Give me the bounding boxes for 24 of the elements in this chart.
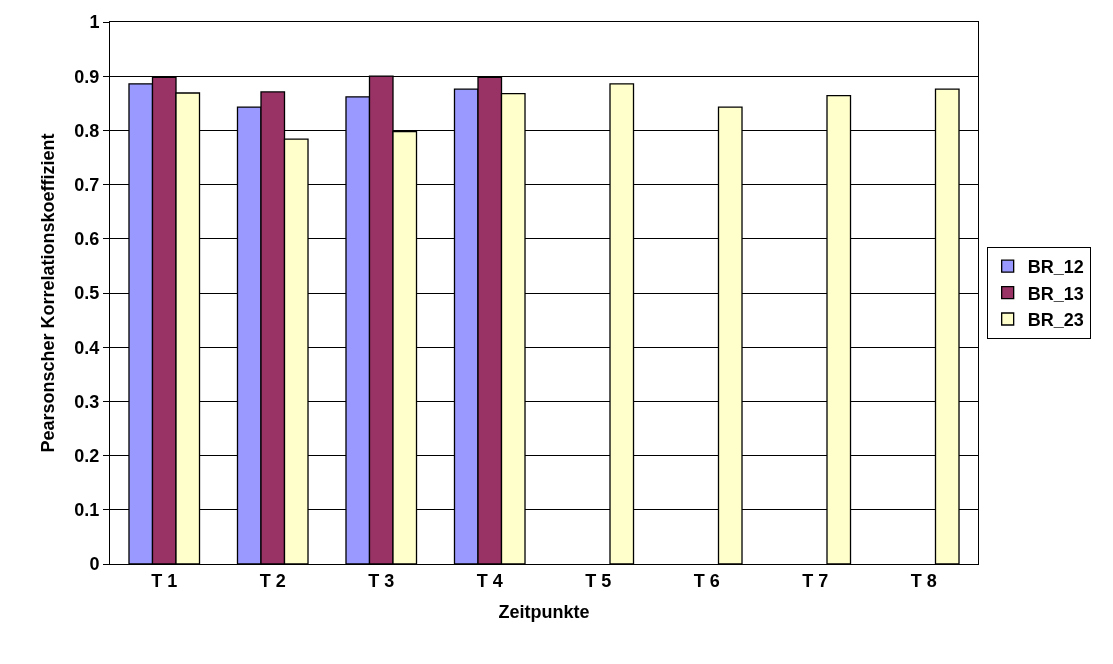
y-tick-label: 0.7 — [74, 174, 100, 195]
y-tick-label: 0.6 — [74, 229, 100, 250]
x-tick-label: T 6 — [693, 570, 720, 591]
x-tick-label: T 3 — [368, 570, 395, 591]
x-tick-label: T 1 — [151, 570, 178, 591]
legend-label: BR_12 — [1027, 257, 1084, 278]
y-tick-label: 0.1 — [74, 500, 100, 521]
x-tick-label: T 7 — [802, 570, 829, 591]
y-tick-label: 1 — [89, 12, 100, 33]
x-tick-label: T 5 — [585, 570, 612, 591]
x-tick-label: T 2 — [259, 570, 286, 591]
y-tick-label: 0.3 — [74, 391, 100, 412]
legend-label: BR_13 — [1027, 283, 1084, 304]
x-tick-label: T 4 — [476, 570, 503, 591]
y-tick-label: 0.2 — [74, 445, 100, 466]
y-tick-label: 0.4 — [74, 337, 100, 358]
legend-label: BR_23 — [1027, 310, 1084, 331]
y-tick-label: 0.8 — [74, 120, 100, 141]
y-tick-label: 0.5 — [74, 283, 100, 304]
y-tick-label: 0 — [89, 554, 100, 575]
x-axis-title: Zeitpunkte — [498, 601, 590, 622]
x-tick-label: T 8 — [910, 570, 937, 591]
y-axis-title: Pearsonscher Korrelationskoeffizient — [37, 133, 58, 453]
y-tick-label: 0.9 — [74, 66, 100, 87]
